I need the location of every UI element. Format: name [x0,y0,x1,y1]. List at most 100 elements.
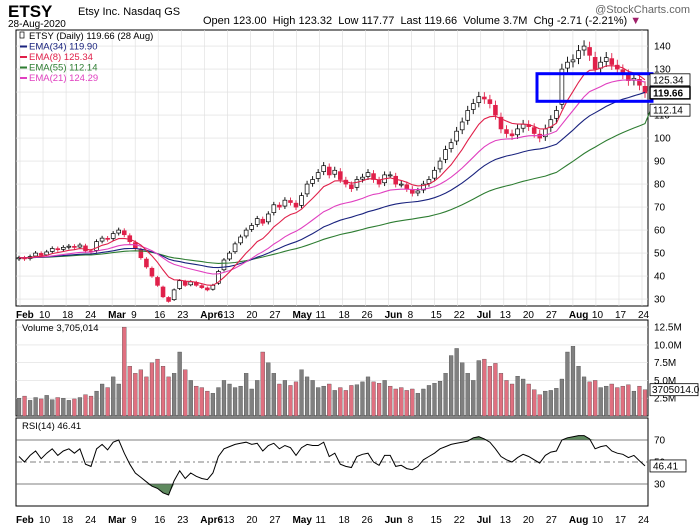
volume-bar [537,394,542,417]
volume-bar [66,400,71,417]
price-x-tick-label: Mar [108,310,126,321]
down-arrow-icon: ▼ [630,15,642,27]
volume-bar [44,395,49,417]
volume-y-tick-label: 7.5M [654,358,676,369]
bottom-x-tick-label: 11 [315,515,326,526]
volume-bar [515,376,520,417]
legend-entry: EMA(55) 112.14 [29,63,97,74]
candle-body [66,245,72,248]
volume-bar [570,346,576,417]
volume-bar [576,366,581,417]
chart-date: 28-Aug-2020 [8,19,66,30]
price-x-tick-label: 27 [546,310,558,321]
price-x-tick-label: 10 [39,310,51,321]
volume-bar [388,385,393,417]
candle-body [282,199,288,207]
volume-y-tick-label: 12.5M [654,323,682,334]
price-x-tick-label: May [292,310,312,321]
price-x-tick-label: 15 [431,310,443,321]
bottom-x-tick-label: 10 [39,515,51,526]
legend-candle-icon [19,31,25,39]
price-x-tick-label: Jun [385,310,403,321]
price-y-tick-label: 30 [654,295,666,306]
volume-bar [33,397,38,417]
price-x-tick-label: 23 [177,310,189,321]
bottom-x-tick-label: Apr6 [200,515,223,526]
candle-body [576,50,581,59]
candle-body [299,195,304,206]
legend-entry: EMA(34) 119.90 [29,42,97,53]
volume-bar [604,385,609,417]
low-label: Low [338,15,359,27]
candle-body [520,123,526,129]
candle-body [592,57,598,70]
candle-body [321,165,326,172]
volume-bar [133,373,138,417]
volume-bar [532,389,537,417]
price-right-label: 125.34 [653,75,684,86]
candle-body [205,287,210,291]
price-x-tick-label: 20 [246,310,258,321]
volume-bar [498,373,504,417]
candle-body [166,297,171,302]
price-x-tick-label: 18 [62,310,74,321]
candle-body [277,204,282,208]
candle-body [570,59,576,63]
candle-body [354,179,360,188]
bottom-x-tick-label: 24 [638,515,650,526]
volume-bar [360,381,365,417]
bottom-x-tick-label: 15 [431,515,443,526]
volume-bar [631,390,637,417]
company-name: Etsy Inc. Nasdaq GS [78,6,181,18]
volume-bar [316,387,321,417]
volume-bar [548,390,553,417]
volume-bar [343,390,348,417]
bottom-x-tick-label: 26 [362,515,374,526]
volume-bar [642,389,648,417]
candle-body [398,183,404,186]
high-value: 123.32 [298,15,333,27]
candle-body [221,259,227,271]
price-panel-frame [15,29,649,307]
candle-body [177,280,182,289]
candle-body [587,47,592,56]
price-right-label-box [649,86,691,100]
price-y-tick-label: 40 [654,272,666,283]
volume-title: Volume 3,705,014 [22,323,99,334]
volume-bar [615,387,620,417]
bottom-x-tick-label: 10 [592,515,604,526]
candle-body [498,116,504,130]
candle-body [121,230,127,236]
open-value: 123.00 [232,15,267,27]
volume-bar [172,373,177,417]
volume-bar [449,355,454,417]
volume-bar [393,388,398,417]
candle-body [509,133,515,137]
candle-body [227,252,232,260]
volume-bar [476,360,481,417]
volume-bar [149,362,155,417]
candle-body [476,96,482,103]
volume-bar [376,383,382,417]
volume-bar [160,366,166,417]
price-x-tick-label: Feb [16,310,34,321]
volume-bar [122,326,127,417]
candle-body [448,142,454,149]
volume-bar [22,395,27,417]
volume-bar [244,373,249,417]
candle-body [188,281,194,286]
candle-body [77,244,83,248]
volume-bar [105,387,110,417]
volume-bar [232,387,238,417]
bottom-x-tick-label: Aug [569,515,588,526]
price-x-tick-label: 10 [592,310,604,321]
candle-body [288,200,293,203]
bottom-x-tick-label: 20 [523,515,535,526]
volume-bar [598,387,603,417]
price-right-label: 112.14 [653,106,683,117]
candle-body [310,179,315,184]
candle-body [531,127,537,134]
volume-bar [465,373,470,417]
volume-bar [127,366,132,417]
candle-body [271,204,277,213]
